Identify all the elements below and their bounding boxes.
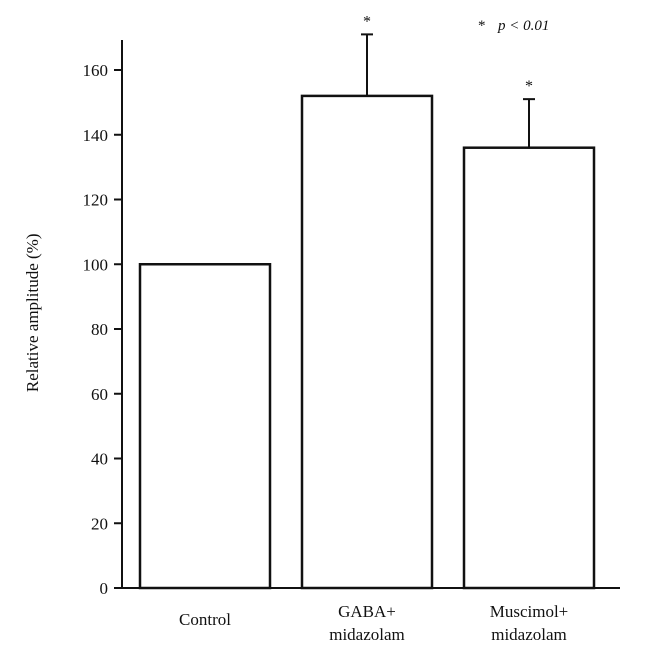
category-label: GABA+	[338, 602, 396, 621]
significance-star: *	[525, 78, 533, 95]
y-tick-label: 160	[83, 61, 109, 80]
y-axis: 0 20 40 60 80 100 120 140 160	[83, 40, 123, 598]
bars: **	[138, 13, 596, 590]
y-axis-label: Relative amplitude (%)	[23, 234, 42, 393]
category-labels: Control GABA+ midazolam Muscimol+ midazolam	[179, 602, 568, 644]
note-text: p < 0.01	[497, 18, 549, 34]
category-label: Muscimol+	[490, 602, 569, 621]
significance-star: *	[363, 13, 371, 30]
y-tick-label: 120	[83, 191, 109, 210]
y-ticks: 0 20 40 60 80 100 120 140 160	[83, 61, 122, 598]
y-tick-label: 80	[91, 320, 108, 339]
y-tick-label: 100	[83, 255, 109, 274]
y-tick-label: 40	[91, 450, 108, 469]
y-tick-label: 60	[91, 385, 108, 404]
note-star: *	[478, 18, 486, 34]
category-label: midazolam	[491, 625, 567, 644]
y-tick-label: 0	[100, 579, 109, 598]
bar	[300, 94, 434, 590]
y-tick-label: 140	[83, 126, 109, 145]
y-tick-label: 20	[91, 514, 108, 533]
bar	[138, 263, 272, 590]
category-label: Control	[179, 610, 231, 629]
bar	[462, 146, 596, 590]
category-label: midazolam	[329, 625, 405, 644]
significance-note: * p < 0.01	[478, 18, 549, 34]
